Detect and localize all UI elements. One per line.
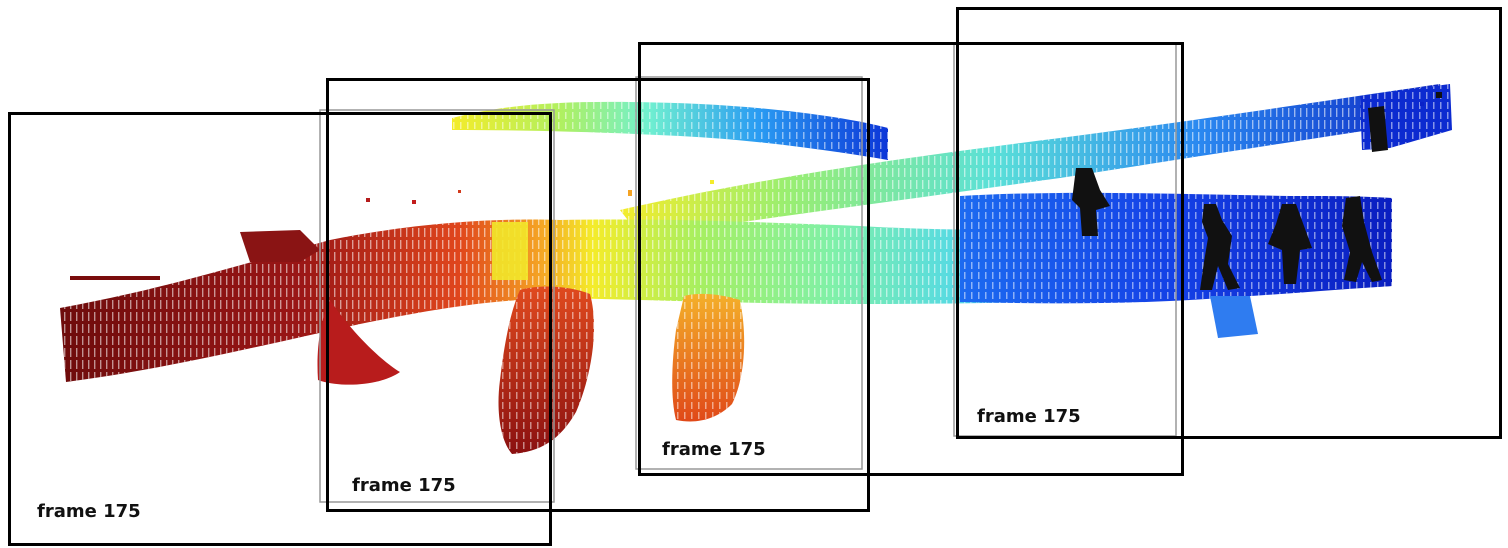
frame-box-1: frame 175	[8, 112, 552, 546]
frame-1-inner-edge	[319, 109, 555, 503]
frame-label-3: frame 175	[662, 439, 766, 460]
diagonal-wall-band	[620, 84, 1448, 236]
person-silhouettes	[1072, 106, 1388, 290]
frame-box-4: frame 175	[956, 7, 1502, 439]
upper-wall-band	[452, 101, 888, 160]
frame-box-3: frame 175	[638, 42, 1184, 476]
red-column	[498, 286, 595, 454]
frame-2-inner-edge	[635, 76, 863, 470]
orange-column	[672, 293, 745, 422]
noise-points	[366, 92, 1442, 204]
yellow-segment	[492, 222, 528, 280]
frame-label-2: frame 175	[352, 475, 456, 496]
left-red-section	[70, 230, 400, 385]
frame-label-4: frame 175	[977, 406, 1081, 427]
frame-label-1: frame 175	[37, 501, 141, 522]
frame-box-2: frame 175	[326, 78, 870, 512]
